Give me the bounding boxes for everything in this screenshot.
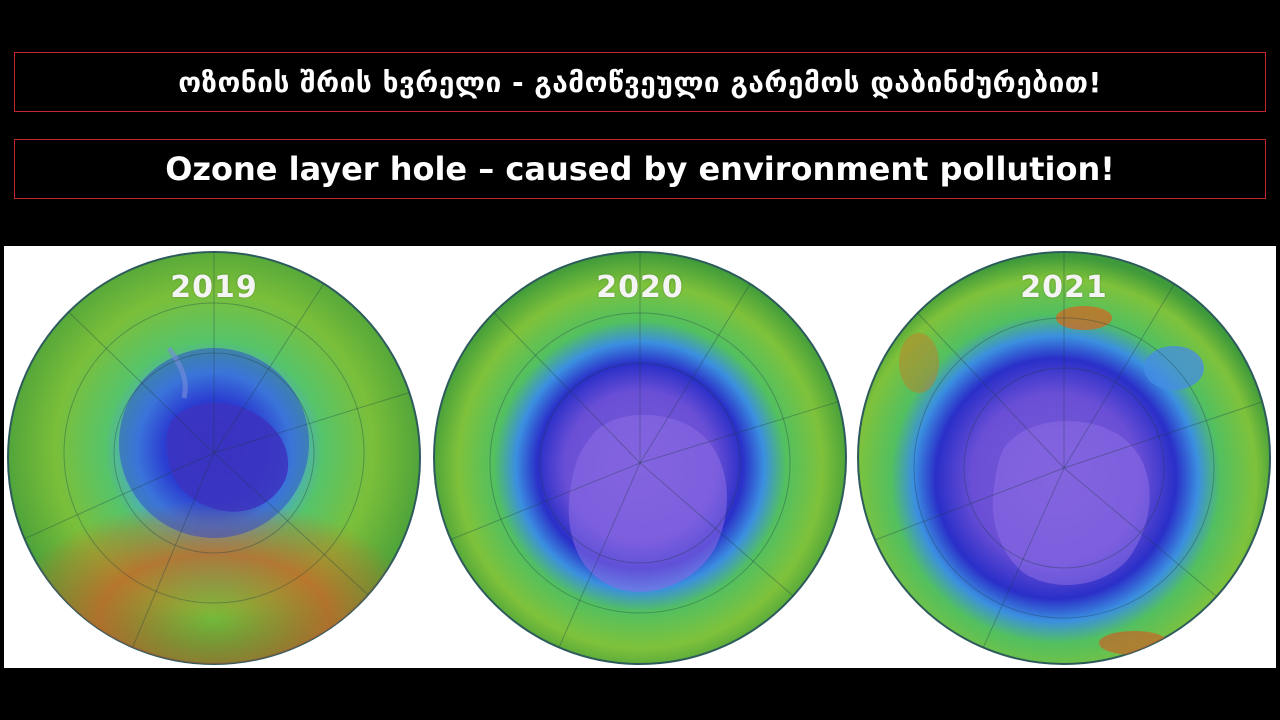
globe-2019: 2019 xyxy=(4,248,424,668)
year-label: 2020 xyxy=(596,270,684,305)
english-title: Ozone layer hole – caused by environment… xyxy=(14,139,1266,199)
globe-2021: 2021 xyxy=(854,248,1274,668)
year-label: 2021 xyxy=(1020,270,1108,305)
year-label: 2019 xyxy=(170,270,258,305)
ozone-comparison-image: 2019 xyxy=(4,246,1276,668)
georgian-title: ოზონის შრის ხვრელი - გამოწვეული გარემოს … xyxy=(14,52,1266,112)
globe-2020: 2020 xyxy=(430,248,850,668)
